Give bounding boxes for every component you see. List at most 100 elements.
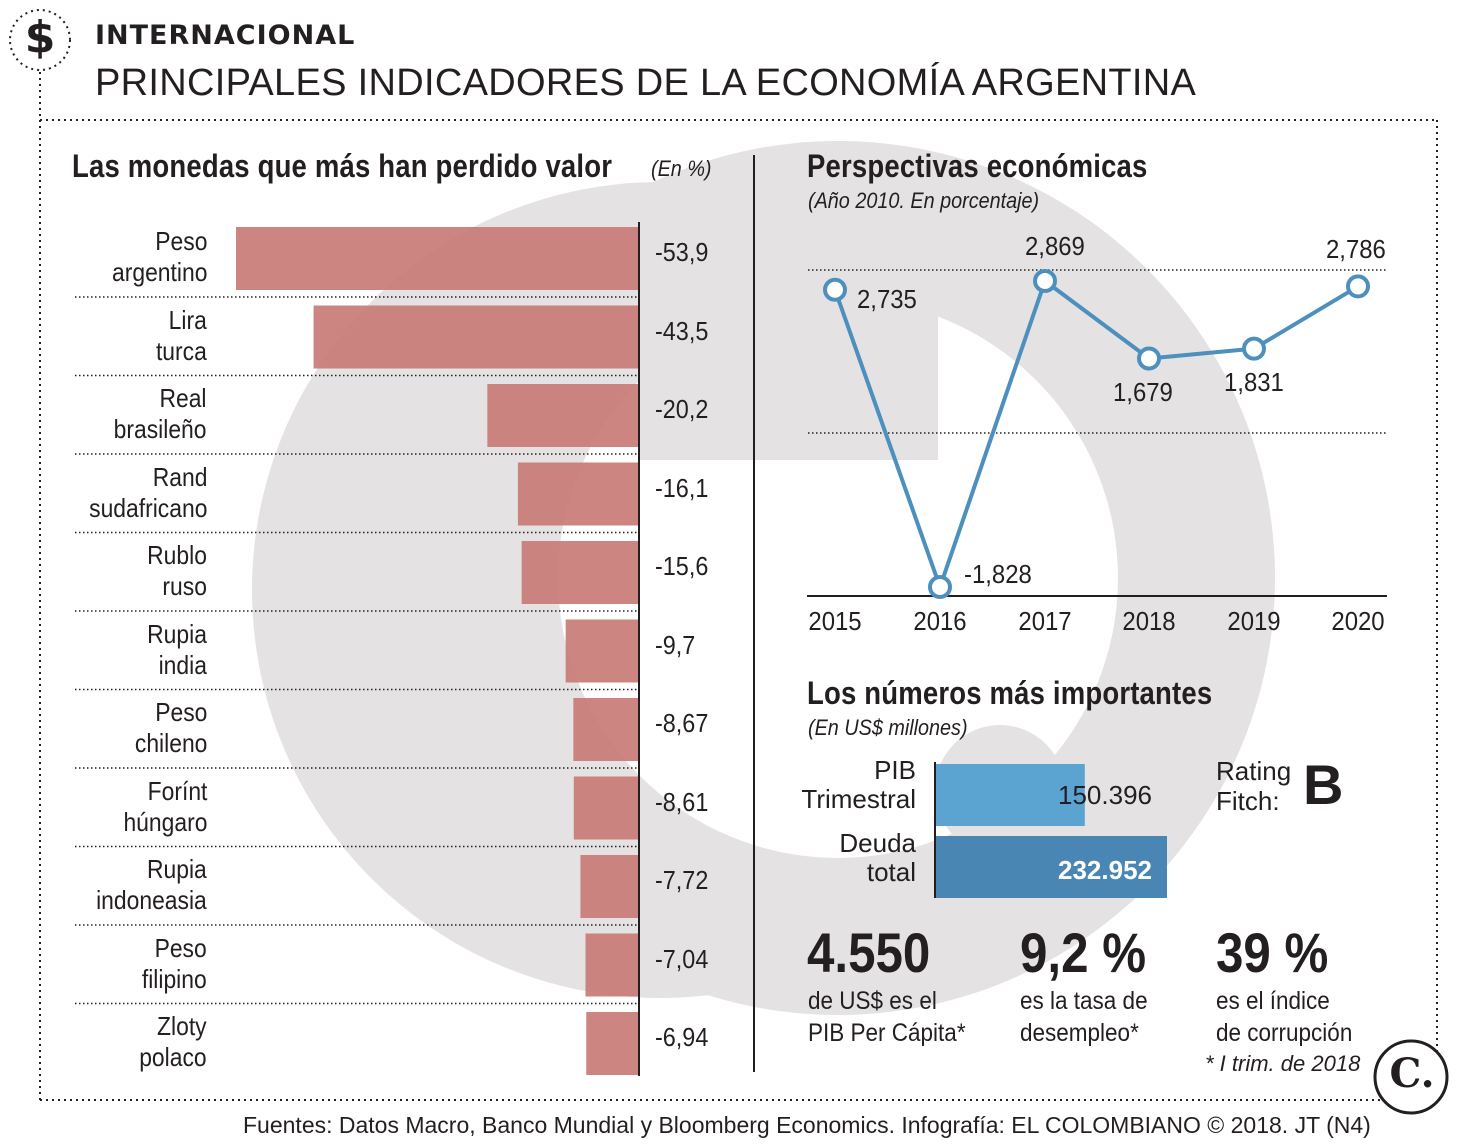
currency-name-line2: ruso [162,571,207,601]
page-title: PRINCIPALES INDICADORES DE LA ECONOMÍA A… [95,62,1197,104]
outlook-data-point [823,277,847,302]
rating-label: Rating Fitch: [1216,756,1291,816]
gdp-desc-line2: PIB Per Cápita* [808,1019,966,1047]
currency-name: Rupia india [147,619,207,681]
unemployment-desc: es la tasa de desempleo* [1020,985,1148,1049]
outlook-data-point [1137,346,1161,371]
currencies-unit: (En %) [651,156,712,181]
currency-value-label: -43,5 [655,315,709,346]
currency-name-line2: chileno [134,728,207,758]
currency-name: Lira turca [156,305,207,367]
currency-name: Peso chileno [134,697,207,759]
currency-name-line1: Forínt [147,775,207,806]
currency-name-line1: Peso [154,697,207,727]
unemployment-value: 9,2 % [1020,921,1147,984]
currency-value-label: -20,2 [655,394,709,424]
currency-name-line1: Real [159,383,207,413]
currency-bar [521,541,638,604]
currency-name-line1: Zloty [157,1011,207,1041]
currency-name-line2: húngaro [123,806,207,837]
year-tick-label: 2018 [1122,606,1176,636]
currency-name-line2: argentino [111,257,207,287]
currency-name: Zloty polaco [140,1011,207,1073]
currency-bar [487,384,638,447]
currency-name-line1: Peso [154,226,207,256]
currency-value-label: -53,9 [655,237,709,267]
currency-name: Peso filipino [142,933,207,995]
logo-text: C. [1389,1050,1435,1097]
header-frame [9,9,1438,121]
currency-name: Peso argentino [112,226,207,288]
currency-bar [517,462,638,526]
outlook-series-line [833,279,1360,589]
dollar-sign-icon: $ [24,12,56,63]
currency-bar [573,776,638,840]
currency-value-label: -7,72 [655,865,709,895]
outlook-point-label: -1,828 [964,559,1032,589]
currency-bar [573,698,638,761]
currency-value-label: -8,61 [655,786,709,817]
currency-name-line1: Rublo [147,540,207,570]
corruption-desc: es el índice de corrupción [1216,985,1352,1049]
outlook-point-label: 1,679 [1113,376,1173,407]
currency-name-line2: indoneasia [96,885,207,915]
pib-bar [935,764,1085,826]
outlook-point-label: 2,735 [857,283,917,314]
outlook-subtitle: (Año 2010. En porcentaje) [808,188,1040,213]
rating-label-line2: Fitch: [1216,786,1280,816]
currency-bar [236,227,638,290]
debt-bar [935,836,1167,898]
currency-value-label: -15,6 [655,551,709,581]
gdp-per-capita-desc: de US$ es el PIB Per Cápita* [808,985,966,1049]
currency-name: Rand sudafricano [89,462,207,524]
currency-value-label: -8,67 [655,708,709,738]
outlook-data-point [928,575,952,599]
currency-name-line1: Rupia [147,618,207,649]
currency-name-line2: filipino [142,963,207,994]
currencies-title: Las monedas que más han perdido valor [72,148,613,184]
outlook-title: Perspectivas económicas [807,148,1148,184]
currency-name-line1: Rand [152,461,207,492]
outlook-point-label: 1,831 [1224,366,1284,397]
corruption-desc-line2: de corrupción [1216,1019,1353,1047]
currency-name-line2: brasileño [114,414,207,444]
currency-name-line2: polaco [139,1042,207,1072]
currency-name-line1: Rupia [147,854,207,884]
currency-name: Real brasileño [114,383,207,445]
rating-label-line1: Rating [1216,756,1292,786]
section-label: INTERNACIONAL [95,20,356,51]
currency-name-line1: Lira [168,304,207,335]
pib-label: PIB Trimestral [700,756,916,814]
debt-label: Deuda total [700,829,916,887]
year-tick-label: 2020 [1331,606,1385,636]
year-tick-label: 2016 [913,606,967,636]
currency-value-label: -9,7 [655,629,696,660]
year-tick-label: 2019 [1227,606,1281,636]
currency-bar [580,855,638,918]
gdp-desc-line1: de US$ es el [808,987,937,1015]
year-tick-label: 2017 [1018,606,1072,636]
unemployment-desc-line2: desempleo* [1020,1019,1139,1047]
debt-label-line1: Deuda [839,828,916,858]
outlook-point-label: 2,786 [1326,234,1386,265]
currency-bar [586,1012,638,1075]
currency-name-line2: turca [156,335,207,366]
gdp-per-capita-value: 4.550 [807,921,931,984]
currency-bar [565,619,638,683]
footnote: * I trim. de 2018 [1205,1051,1361,1076]
corruption-value: 39 % [1216,921,1329,984]
currency-value-label: -16,1 [655,472,709,503]
el-colombiano-logo [1373,1039,1449,1115]
key-numbers-title: Los números más importantes [807,675,1213,711]
unemployment-desc-line1: es la tasa de [1020,987,1148,1015]
currency-name-line1: Peso [154,932,207,963]
source-credits: Fuentes: Datos Macro, Banco Mundial y Bl… [243,1112,1371,1138]
debt-label-line2: total [866,857,916,887]
currency-bar [313,305,638,369]
currency-name: Rupia indoneasia [96,854,207,916]
currency-value-label: -6,94 [655,1022,709,1052]
